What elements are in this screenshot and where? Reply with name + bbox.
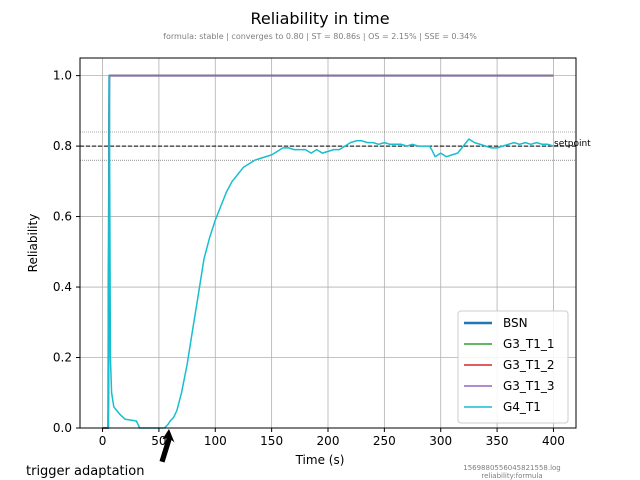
x-axis-label: Time (s) bbox=[295, 453, 345, 467]
footer-log-name: 1569880556045821558.log bbox=[463, 464, 561, 472]
x-tick-label: 400 bbox=[542, 434, 565, 448]
x-tick-label: 150 bbox=[260, 434, 283, 448]
setpoint-label: setpoint bbox=[554, 139, 591, 149]
y-tick-label: 0.2 bbox=[53, 351, 72, 365]
y-tick-label: 0.4 bbox=[53, 280, 72, 294]
chart-subtitle: formula: stable | converges to 0.80 | ST… bbox=[163, 32, 477, 41]
x-tick-label: 300 bbox=[429, 434, 452, 448]
x-tick-label: 100 bbox=[204, 434, 227, 448]
y-tick-label: 0.8 bbox=[53, 139, 72, 153]
legend-label-g3-t1-3: G3_T1_3 bbox=[503, 379, 555, 393]
series-line-g4-t1 bbox=[107, 74, 554, 429]
y-tick-label: 0.0 bbox=[53, 421, 72, 435]
x-tick-label: 200 bbox=[317, 434, 340, 448]
legend-label-bsn: BSN bbox=[503, 316, 528, 330]
legend-label-g3-t1-2: G3_T1_2 bbox=[503, 358, 555, 372]
trigger-adaptation-text: trigger adaptation bbox=[26, 464, 144, 479]
axis-ticks: 0 50 100 150 200 250 300 350 400 0.0 0.2 0.4 0.6 0.8 1… bbox=[53, 69, 565, 448]
y-tick-label: 1.0 bbox=[53, 69, 72, 83]
setpoint-band bbox=[80, 131, 576, 161]
x-tick-label: 250 bbox=[373, 434, 396, 448]
trigger-adaptation-annotation: trigger adaptation bbox=[26, 429, 175, 479]
x-tick-label: 0 bbox=[99, 434, 107, 448]
chart-title: Reliability in time bbox=[250, 9, 389, 28]
y-axis-label: Reliability bbox=[26, 214, 40, 273]
footer-formula: reliability:formula bbox=[481, 472, 542, 480]
x-tick-label: 350 bbox=[486, 434, 509, 448]
x-tick-label: 50 bbox=[151, 434, 166, 448]
legend-label-g4-t1: G4_T1 bbox=[503, 400, 541, 414]
legend-label-g3-t1-1: G3_T1_1 bbox=[503, 337, 555, 351]
legend-box bbox=[457, 310, 569, 424]
trigger-arrow bbox=[159, 429, 175, 463]
legend: BSN G3_T1_1 G3_T1_2 G3_T1_3 G4_T1 bbox=[457, 310, 569, 424]
y-tick-label: 0.6 bbox=[53, 210, 72, 224]
